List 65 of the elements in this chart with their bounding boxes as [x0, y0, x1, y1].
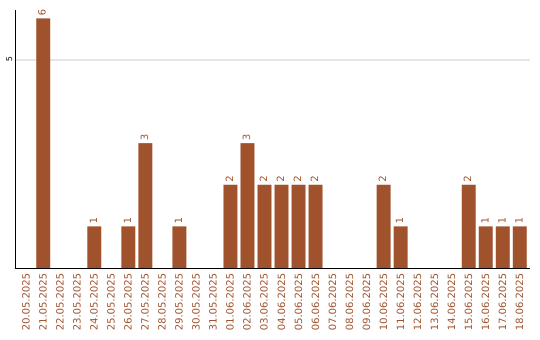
data-label: 2 [224, 175, 236, 182]
x-tick-label: 27.05.2025 [140, 273, 152, 330]
bar [496, 226, 510, 268]
data-label: 2 [310, 175, 322, 182]
x-tick-label: 20.05.2025 [21, 273, 32, 330]
x-tick-label: 17.06.2025 [498, 273, 510, 330]
x-tick-label: 03.06.2025 [260, 273, 271, 330]
x-tick-label: 09.06.2025 [362, 273, 373, 330]
x-tick-label: 08.06.2025 [344, 273, 356, 330]
bar [172, 226, 186, 268]
bar [223, 184, 238, 268]
data-label: 1 [122, 217, 134, 224]
x-tick-label: 04.06.2025 [276, 273, 288, 330]
bar [138, 143, 152, 268]
data-label: 3 [140, 134, 151, 140]
data-label: 2 [293, 175, 304, 182]
x-tick-label: 26.05.2025 [124, 273, 135, 330]
bar [478, 226, 493, 268]
bar [36, 18, 50, 268]
data-label: 3 [242, 134, 253, 140]
data-label: 2 [463, 175, 474, 182]
x-tick-label: 07.06.2025 [328, 273, 339, 330]
x-tick-label: 30.05.2025 [192, 273, 203, 330]
bar [274, 184, 288, 268]
x-tick-label: 01.06.2025 [226, 273, 237, 330]
bar [240, 143, 254, 268]
bar [394, 226, 408, 268]
x-tick-label: 13.06.2025 [430, 273, 441, 330]
bar [258, 184, 272, 268]
data-label: 1 [395, 217, 406, 224]
x-tick-label: 10.06.2025 [378, 273, 390, 330]
bar [87, 226, 102, 268]
x-tick-label: 29.05.2025 [174, 273, 186, 330]
y-tick-label: 5 [4, 56, 14, 62]
bar [512, 226, 527, 268]
data-label: 1 [174, 217, 185, 224]
x-tick-label: 05.06.2025 [294, 273, 305, 330]
x-tick-label: 02.06.2025 [242, 273, 254, 330]
data-label: 1 [514, 217, 526, 224]
bar [376, 184, 391, 268]
data-label: 1 [88, 217, 100, 224]
x-tick-label: 31.05.2025 [208, 273, 220, 330]
x-tick-label: 22.05.2025 [56, 273, 66, 330]
x-tick-label: 11.06.2025 [396, 273, 407, 330]
x-tick-label: 15.06.2025 [464, 273, 475, 330]
bar [121, 226, 136, 268]
bar [292, 184, 306, 268]
data-label: 2 [276, 175, 288, 182]
x-tick-label: 28.05.2025 [158, 273, 169, 330]
data-label: 1 [497, 217, 508, 224]
bar [462, 184, 476, 268]
bar [308, 184, 323, 268]
data-label: 2 [378, 175, 390, 182]
x-tick-label: 23.05.2025 [72, 273, 84, 330]
x-tick-label: 12.06.2025 [412, 273, 424, 330]
x-tick-label: 06.06.2025 [310, 273, 322, 330]
x-tick-label: 24.05.2025 [90, 273, 101, 330]
x-tick-label: 25.05.2025 [106, 273, 118, 330]
x-tick-label: 14.06.2025 [446, 273, 458, 330]
data-label: 2 [258, 175, 270, 182]
data-label: 6 [38, 8, 49, 16]
x-tick-label: 18.06.2025 [515, 273, 526, 330]
data-label: 1 [480, 217, 492, 224]
x-tick-label: 21.05.2025 [38, 273, 50, 330]
x-tick-label: 16.06.2025 [481, 273, 492, 330]
